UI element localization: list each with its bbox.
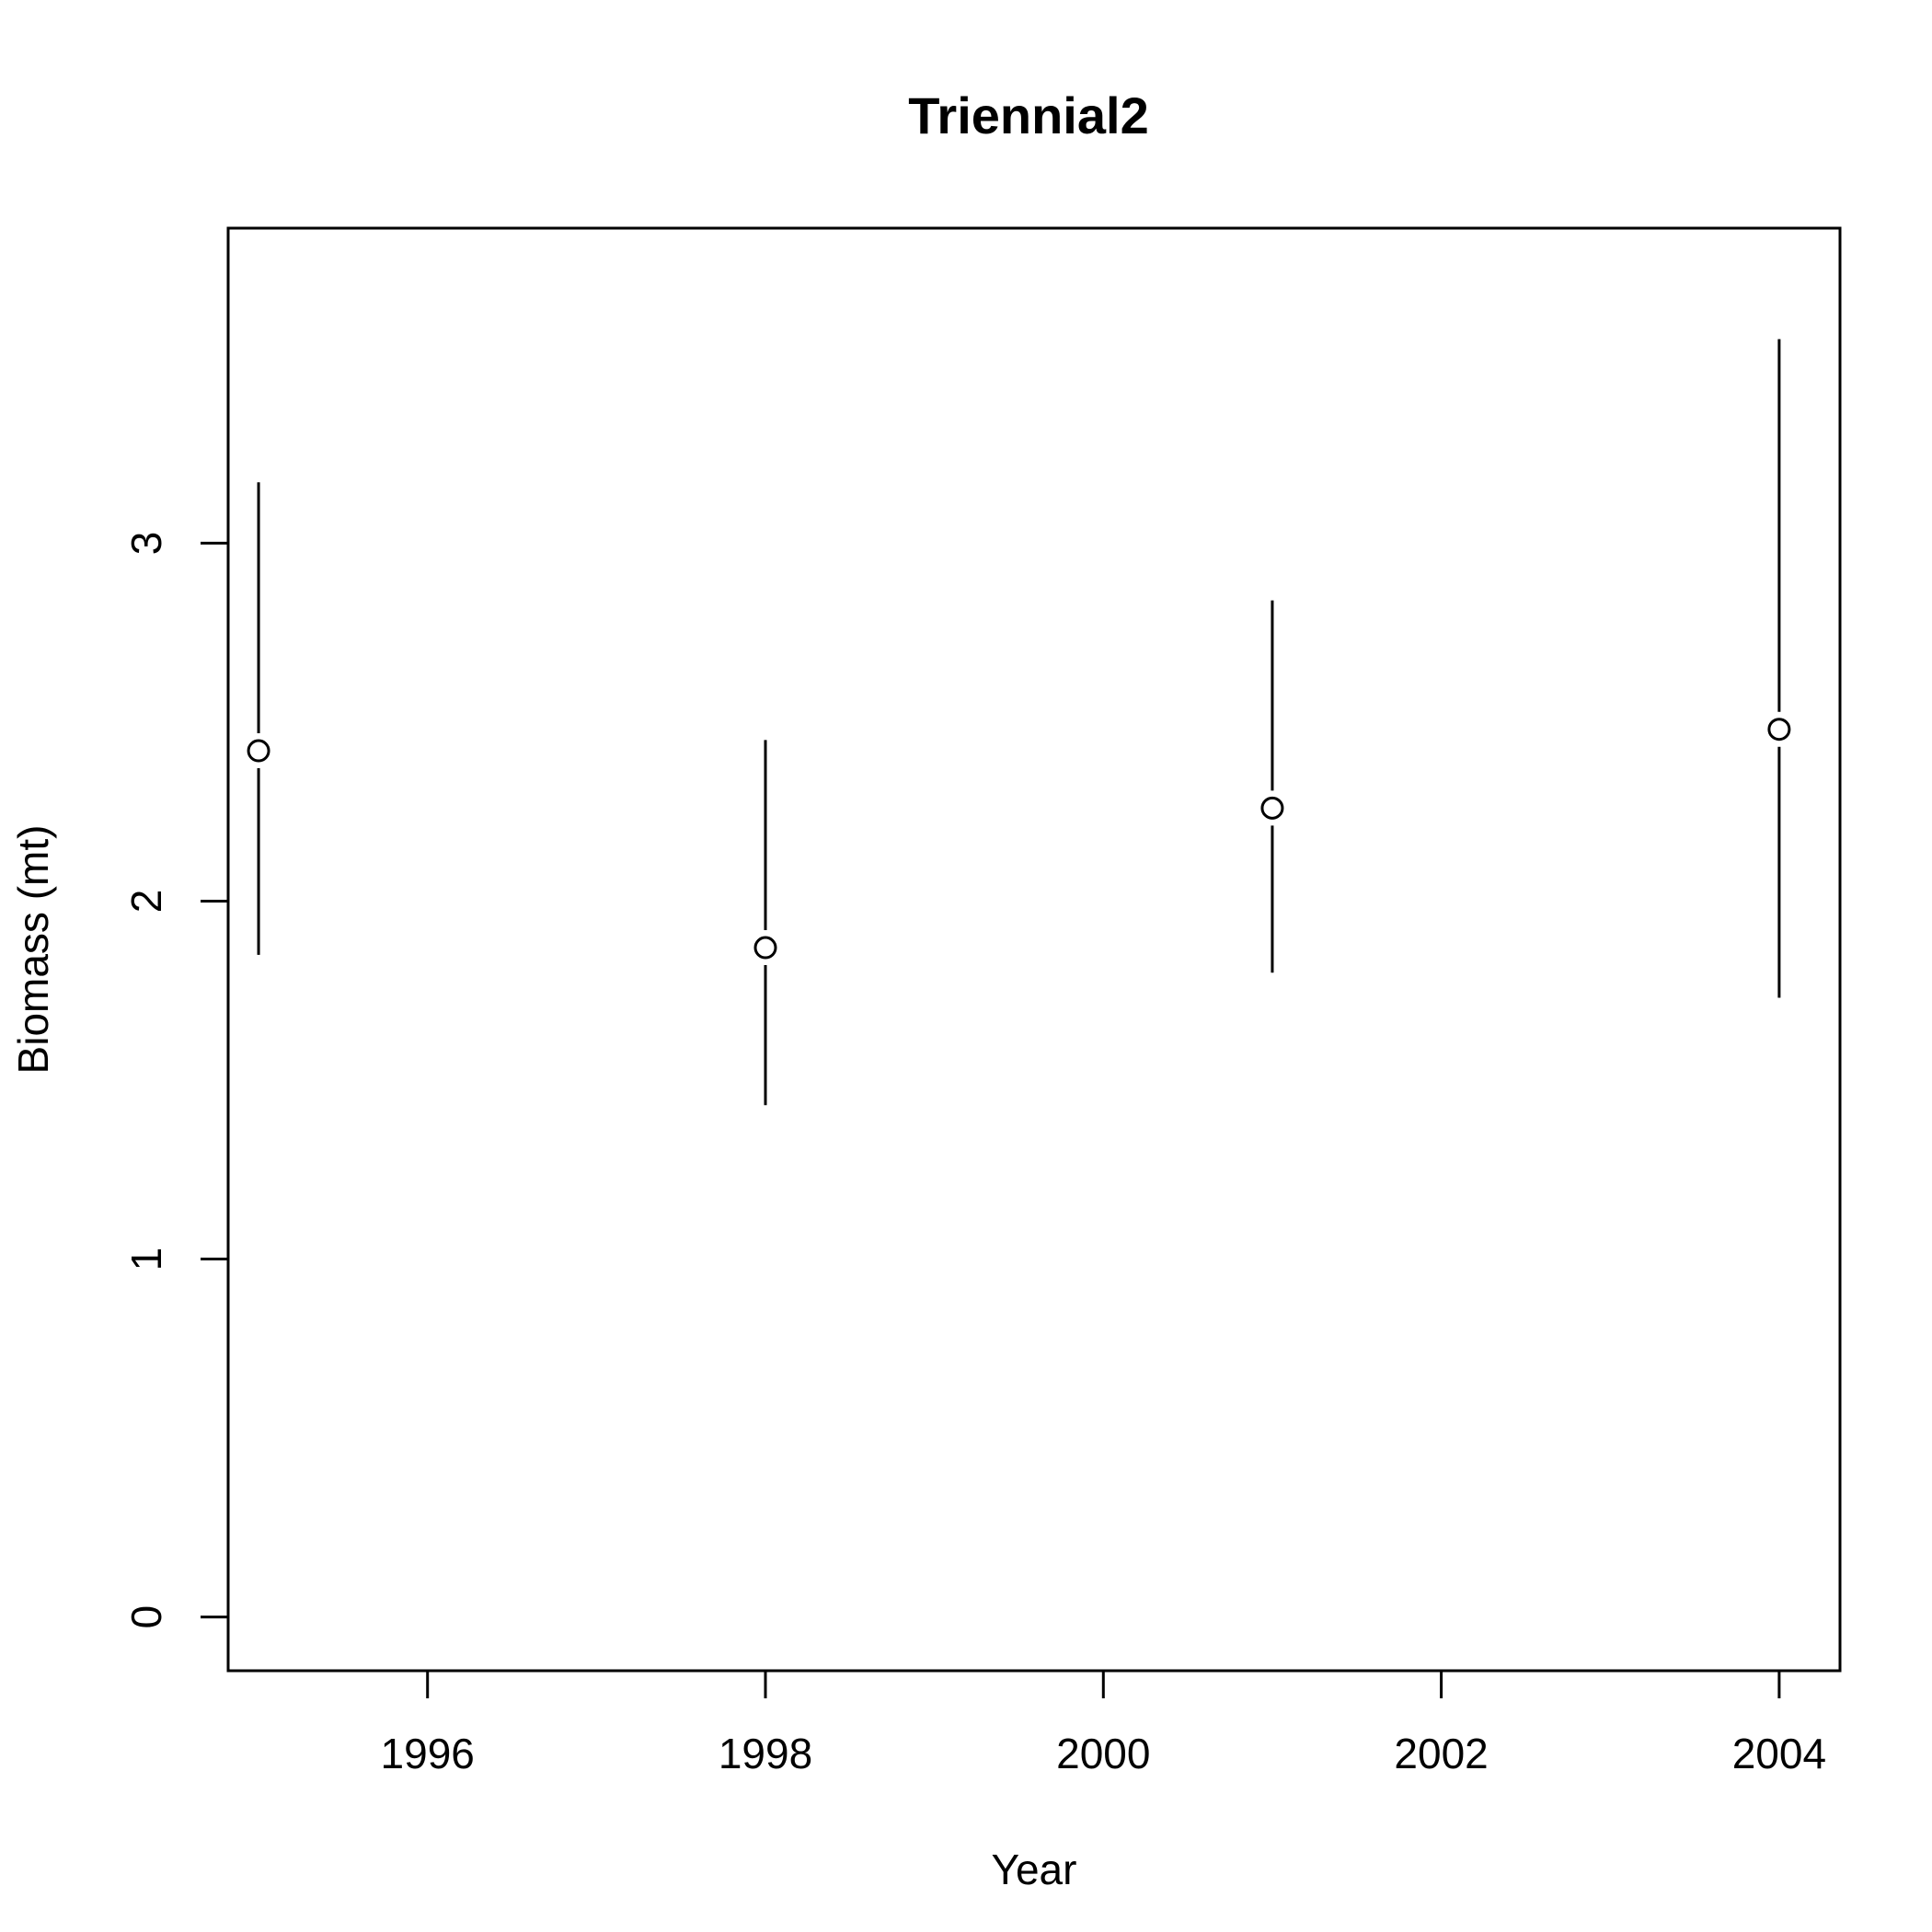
chart-title: Triennial2	[908, 86, 1148, 144]
y-axis: 0 1 2 3	[122, 532, 228, 1629]
x-tick-label: 2000	[1056, 1730, 1150, 1777]
plot-frame	[226, 226, 1842, 1673]
y-tick-label: 2	[122, 890, 170, 914]
data-point	[1260, 796, 1284, 820]
data-series	[247, 339, 1791, 1106]
x-tick-label: 1996	[381, 1730, 475, 1777]
x-axis: 1996 1998 2000 2002 2004	[381, 1671, 1826, 1777]
y-tick-label: 3	[122, 532, 170, 556]
data-point	[247, 739, 270, 763]
x-tick-label: 2004	[1732, 1730, 1826, 1777]
data-point	[753, 936, 777, 960]
x-axis-label: Year	[992, 1846, 1077, 1893]
x-tick-label: 1998	[719, 1730, 812, 1777]
data-point	[1767, 718, 1791, 742]
x-tick-label: 2002	[1394, 1730, 1488, 1777]
y-tick-label: 0	[122, 1605, 170, 1629]
y-axis-label: Biomass (mt)	[9, 825, 57, 1075]
y-tick-label: 1	[122, 1248, 170, 1271]
